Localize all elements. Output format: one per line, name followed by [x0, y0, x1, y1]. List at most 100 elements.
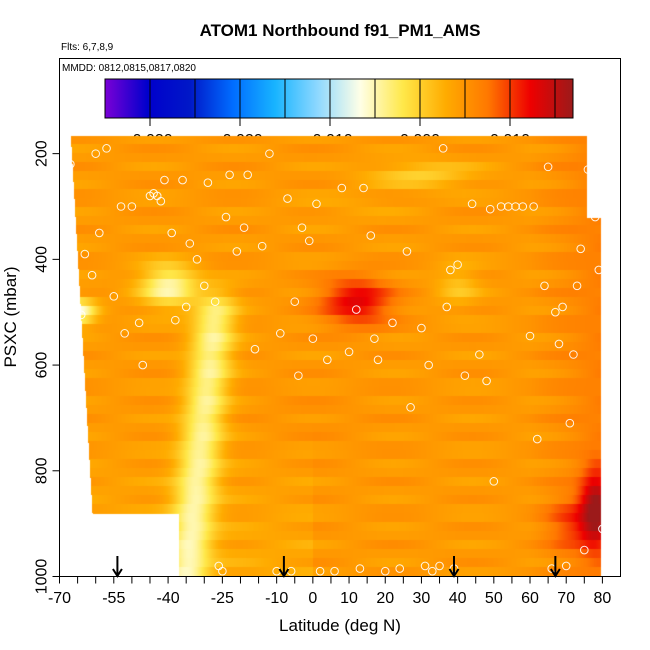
dates-note: MMDD: 0812,0815,0817,0820	[62, 63, 196, 74]
sample-point	[315, 566, 325, 576]
plot-frame	[59, 58, 621, 577]
x-axis: -70 -55 -40 -25 -10 0 10 20 30 40 50 60 70 80	[48, 576, 612, 607]
sample-point	[160, 175, 169, 185]
sample-point	[250, 344, 260, 354]
sample-point	[427, 566, 437, 576]
x-tick-label: 30	[413, 590, 431, 607]
sample-point	[442, 302, 452, 312]
sample-point	[66, 159, 75, 169]
sample-point	[134, 318, 144, 328]
sample-point	[438, 144, 448, 153]
sample-point	[380, 566, 390, 576]
x-tick-label: -25	[211, 590, 234, 607]
sample-point	[330, 566, 339, 576]
flights-note: Flts: 6,7,8,9	[61, 42, 114, 53]
x-axis-label: Latitude (deg N)	[279, 616, 401, 635]
heatmap	[70, 135, 603, 577]
sample-point	[590, 212, 600, 222]
sample-point	[304, 236, 314, 246]
x-tick-label: -70	[48, 590, 71, 607]
y-axis: 200 400 600 800 1000	[34, 140, 60, 594]
sample-point	[561, 561, 571, 571]
sample-point	[102, 144, 111, 153]
sample-point	[580, 545, 589, 555]
sample-point	[283, 194, 292, 203]
sample-point	[225, 170, 234, 180]
sample-point	[529, 202, 538, 211]
sample-point	[420, 561, 430, 571]
sample-point	[467, 199, 477, 209]
sample-point	[181, 302, 191, 312]
sample-point	[221, 212, 231, 222]
sample-point	[532, 434, 542, 444]
x-tick-label: 20	[376, 590, 394, 607]
sample-point	[543, 162, 553, 172]
sample-point	[518, 202, 528, 211]
sample-point	[210, 297, 220, 306]
sample-point	[417, 323, 426, 333]
sample-point	[69, 292, 79, 301]
sample-point	[551, 307, 560, 317]
sample-point	[569, 350, 578, 359]
sample-point	[594, 265, 604, 275]
sample-point	[323, 355, 332, 365]
sample-point	[91, 149, 100, 158]
colorbar	[104, 78, 574, 119]
sample-point	[232, 247, 242, 256]
sample-point	[290, 297, 300, 306]
y-tick-label: 200	[34, 140, 51, 167]
sample-point	[482, 376, 491, 386]
sample-point	[116, 202, 126, 211]
sample-point	[525, 331, 535, 341]
sample-point	[558, 302, 567, 312]
sample-point	[87, 270, 97, 280]
sample-point	[109, 292, 119, 301]
x-tick-label: 50	[485, 590, 503, 607]
sample-point	[598, 524, 607, 534]
sample-point	[344, 347, 354, 357]
x-tick-label: 70	[557, 590, 575, 607]
sample-point	[460, 371, 470, 380]
sample-point	[453, 260, 462, 269]
sample-point	[485, 204, 495, 214]
sample-point	[565, 418, 575, 428]
sample-point	[178, 175, 187, 185]
x-tick-label: -55	[102, 590, 125, 607]
sample-point	[373, 355, 383, 365]
sample-point	[475, 350, 484, 359]
sample-point	[297, 223, 307, 232]
sample-point	[294, 371, 303, 380]
sample-point	[239, 223, 249, 232]
sample-point	[171, 315, 180, 325]
sample-point	[203, 178, 213, 188]
x-tick-label: 80	[594, 590, 612, 607]
sample-point	[95, 228, 104, 238]
x-tick-label: -10	[265, 590, 288, 607]
sample-point	[406, 403, 415, 412]
sample-point	[120, 329, 129, 338]
sample-point	[199, 281, 209, 291]
sample-point	[275, 329, 285, 338]
sample-point	[192, 255, 202, 264]
sample-point	[76, 310, 86, 320]
y-tick-label: 800	[34, 457, 51, 484]
sample-point	[185, 239, 195, 248]
y-tick-label: 400	[34, 246, 51, 273]
y-tick-label: 1000	[34, 559, 51, 595]
sample-point	[572, 281, 582, 291]
chart-title: ATOM1 Northbound f91_PM1_AMS	[200, 21, 481, 40]
x-tick-label: 60	[521, 590, 539, 607]
sample-point	[446, 265, 455, 275]
sample-point	[351, 305, 361, 314]
sample-point	[576, 244, 585, 254]
sample-point	[359, 183, 368, 193]
sample-point	[243, 170, 253, 180]
sample-point	[489, 477, 499, 486]
sample-point	[308, 334, 318, 343]
sample-point	[265, 149, 274, 158]
sample-point	[167, 228, 176, 238]
sample-point	[366, 231, 376, 240]
y-axis-label: PSXC (mbar)	[1, 266, 20, 367]
sample-point	[73, 334, 82, 343]
sample-point	[257, 241, 267, 251]
